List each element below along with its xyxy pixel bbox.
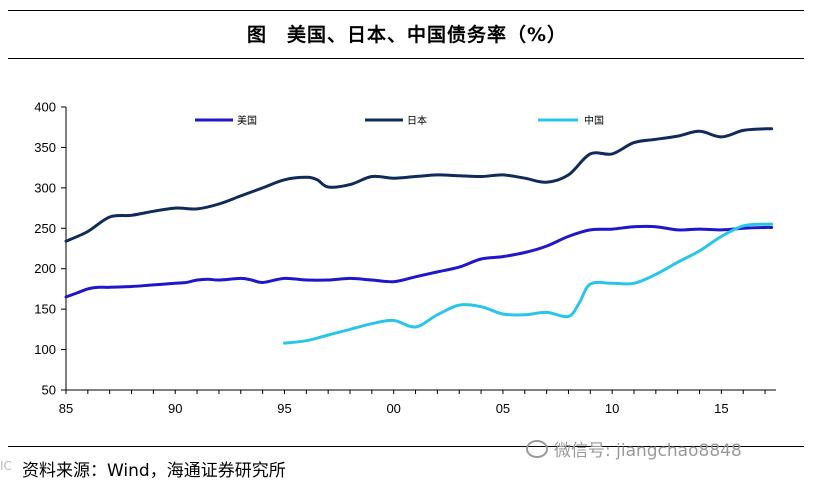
x-tick-label: 95: [277, 401, 291, 416]
y-tick-label: 100: [34, 342, 56, 357]
x-tick-label: 85: [59, 401, 73, 416]
y-tick-label: 300: [34, 180, 56, 195]
x-tick-label: 90: [168, 401, 182, 416]
x-tick-label: 05: [496, 401, 510, 416]
legend-label-1: 美国: [237, 114, 257, 127]
y-tick-label: 150: [34, 302, 56, 317]
legend-label-3: 中国: [584, 114, 604, 127]
source-note: 资料来源：Wind，海通证券研究所: [22, 461, 286, 481]
y-tick-label: 50: [42, 383, 56, 398]
y-tick-label: 200: [34, 261, 56, 276]
series-line-3: [283, 222, 774, 345]
y-tick-label: 400: [34, 100, 56, 115]
series-line-2: [64, 127, 774, 243]
corner-watermark: IC: [0, 459, 12, 473]
y-tick-label: 250: [34, 221, 56, 236]
title-underline: [8, 58, 804, 59]
y-tick-label: 350: [34, 140, 56, 155]
x-tick-label: 15: [714, 401, 728, 416]
watermark-text: 微信号: jiangchao8848: [554, 441, 742, 461]
x-tick-label: 00: [386, 401, 400, 416]
top-rule: [8, 10, 804, 11]
series-line-1: [64, 224, 774, 299]
chart-title: 图 美国、日本、中国债务率（%）: [246, 24, 568, 46]
line-chart: 50 100 150 200 250 300 350 400 85 90 95 00 05 10 15 美国 日…: [34, 100, 776, 416]
x-tick-label: 10: [605, 401, 619, 416]
wechat-watermark: 微信号: jiangchao8848: [526, 436, 742, 461]
legend-label-2: 日本: [407, 114, 427, 127]
bottom-rule: [8, 446, 804, 447]
wechat-icon: [526, 440, 548, 458]
